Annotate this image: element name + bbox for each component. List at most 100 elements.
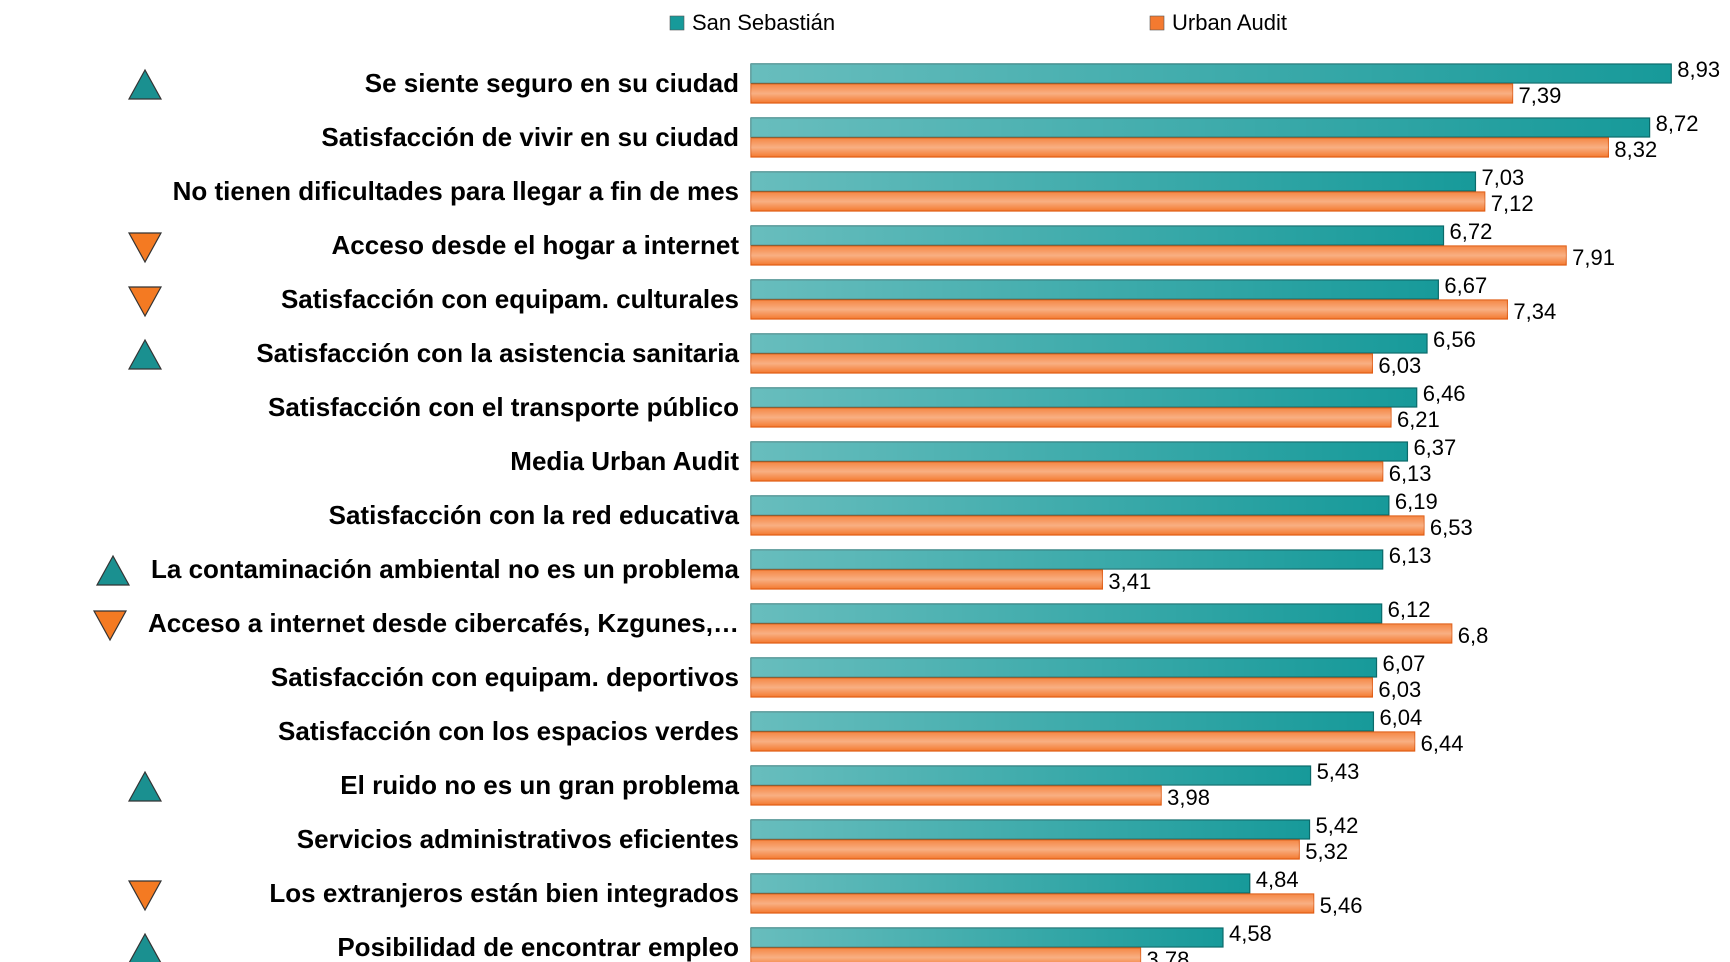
category-label: Satisfacción con los espacios verdes [278,716,739,746]
value-label: 8,32 [1614,137,1657,162]
category-label: Satisfacción con la asistencia sanitaria [256,338,739,368]
value-label: 6,03 [1378,677,1421,702]
value-label: 6,13 [1389,461,1432,486]
bar-shine [751,820,1310,839]
value-label: 3,78 [1147,947,1190,962]
value-label: 7,12 [1491,191,1534,216]
bar-shine [751,928,1223,947]
bar-shine [751,496,1389,515]
value-label: 8,72 [1656,111,1699,136]
value-label: 6,03 [1378,353,1421,378]
value-label: 6,19 [1395,489,1438,514]
category-label: Acceso a internet desde cibercafés, Kzgu… [148,608,739,638]
value-label: 6,21 [1397,407,1440,432]
bar-shine [751,516,1424,535]
category-label: Los extranjeros están bien integrados [269,878,739,908]
category-label: El ruido no es un gran problema [340,770,739,800]
value-label: 6,44 [1421,731,1464,756]
bar-shine [751,732,1415,751]
bar-shine [751,354,1373,373]
category-label: Satisfacción con equipam. culturales [281,284,739,314]
bar-shine [751,280,1439,299]
value-label: 7,03 [1481,165,1524,190]
bar-shine [751,84,1513,103]
bar-shine [751,118,1650,137]
bar-shine [751,462,1383,481]
bar-shine [751,246,1567,265]
bar-shine [751,192,1485,211]
bar-shine [751,894,1314,913]
bar-shine [751,874,1250,893]
category-label: Servicios administrativos eficientes [297,824,739,854]
bar-shine [751,442,1408,461]
value-label: 7,34 [1513,299,1556,324]
indicator-up [127,770,163,802]
bar-shine [751,604,1382,623]
value-label: 5,46 [1320,893,1363,918]
bar-shine [751,64,1672,83]
value-label: 6,37 [1413,435,1456,460]
indicator-up [128,932,162,962]
value-label: 4,84 [1256,867,1299,892]
value-label: 6,56 [1433,327,1476,352]
legend-swatch [669,15,685,31]
bar-shine [751,712,1374,731]
indicator-down [127,880,163,912]
category-label: Satisfacción con equipam. deportivos [271,662,739,692]
indicator-up [127,338,163,370]
category-label: La contaminación ambiental no es un prob… [151,554,740,584]
value-label: 6,8 [1458,623,1489,648]
legend-swatch [1149,15,1165,31]
bar-shine [751,226,1444,245]
bar-shine [751,570,1103,589]
value-label: 3,98 [1167,785,1210,810]
bar-shine [751,948,1141,962]
bar-shine [751,408,1391,427]
indicator-down [127,232,163,264]
bar-shine [751,334,1428,353]
category-label: Satisfacción de vivir en su ciudad [321,122,739,152]
indicator-up [127,68,163,100]
category-label: No tienen dificultades para llegar a fin… [173,176,739,206]
value-label: 5,32 [1305,839,1348,864]
category-label: Media Urban Audit [510,446,739,476]
category-label: Satisfacción con la red educativa [329,500,740,530]
legend-label: Urban Audit [1172,10,1287,35]
value-label: 6,46 [1423,381,1466,406]
value-label: 6,04 [1379,705,1422,730]
value-label: 6,67 [1444,273,1487,298]
indicator-up [95,554,131,586]
bar-shine [751,172,1476,191]
category-label: Posibilidad de encontrar empleo [337,932,739,962]
bar-shine [751,624,1452,643]
value-label: 4,58 [1229,921,1272,946]
bar-shine [751,658,1377,677]
value-label: 3,41 [1108,569,1151,594]
value-label: 6,12 [1388,597,1431,622]
category-label: Se siente seguro en su ciudad [365,68,739,98]
category-label: Acceso desde el hogar a internet [332,230,740,260]
legend-label: San Sebastián [692,10,835,35]
bar-shine [751,300,1508,319]
bar-shine [751,766,1311,785]
value-label: 6,13 [1389,543,1432,568]
bar-shine [751,550,1383,569]
value-label: 6,07 [1383,651,1426,676]
bar-shine [751,138,1609,157]
value-label: 6,53 [1430,515,1473,540]
bar-shine [751,388,1417,407]
value-label: 5,42 [1316,813,1359,838]
bar-shine [751,678,1373,697]
value-label: 7,91 [1572,245,1615,270]
value-label: 8,93 [1677,57,1720,82]
indicator-down [92,610,128,642]
value-label: 5,43 [1317,759,1360,784]
value-label: 7,39 [1519,83,1562,108]
bar-shine [751,786,1162,805]
category-label: Satisfacción con el transporte público [268,392,739,422]
value-label: 6,72 [1450,219,1493,244]
indicator-down [127,286,163,318]
bar-shine [751,840,1300,859]
